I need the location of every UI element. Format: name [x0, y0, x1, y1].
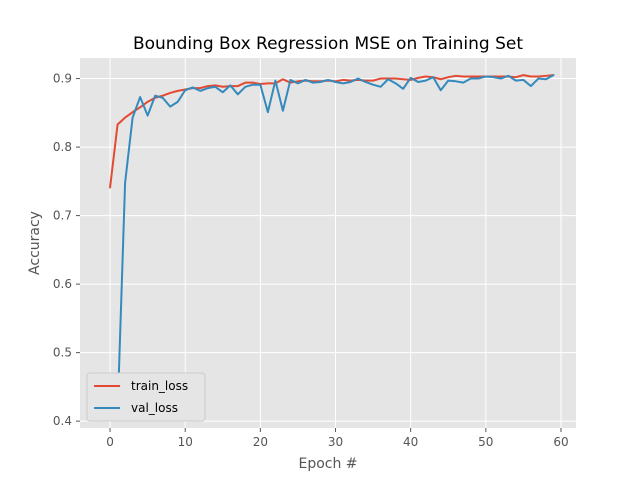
- x-tick-label: 20: [253, 435, 268, 449]
- legend-label-train-loss: train_loss: [131, 379, 188, 393]
- series-line-val-loss: [109, 74, 555, 414]
- y-tick-label: 0.8: [53, 140, 72, 154]
- x-tick-label: 0: [106, 435, 114, 449]
- x-tick-label: 50: [478, 435, 493, 449]
- x-tick-label: 10: [178, 435, 193, 449]
- legend: train_loss val_loss: [86, 372, 206, 422]
- ticks: 0 10 20 30 40 50 60 0.4 0.5 0.6 0.7 0.8 0.9: [53, 72, 569, 449]
- series-layer: [109, 74, 555, 414]
- y-tick-label: 0.7: [53, 209, 72, 223]
- y-tick-label: 0.9: [53, 72, 72, 86]
- chart-title: Bounding Box Regression MSE on Training …: [133, 34, 523, 54]
- x-axis-label: Epoch #: [298, 456, 357, 472]
- grid: [80, 58, 576, 428]
- plot-area: [80, 58, 576, 428]
- y-tick-label: 0.4: [53, 414, 72, 428]
- x-tick-label: 60: [553, 435, 568, 449]
- x-tick-label: 40: [403, 435, 418, 449]
- x-tick-label: 30: [328, 435, 343, 449]
- y-axis-label: Accuracy: [27, 211, 43, 275]
- legend-label-val-loss: val_loss: [131, 401, 178, 415]
- y-tick-label: 0.5: [53, 346, 72, 360]
- y-tick-label: 0.6: [53, 277, 72, 291]
